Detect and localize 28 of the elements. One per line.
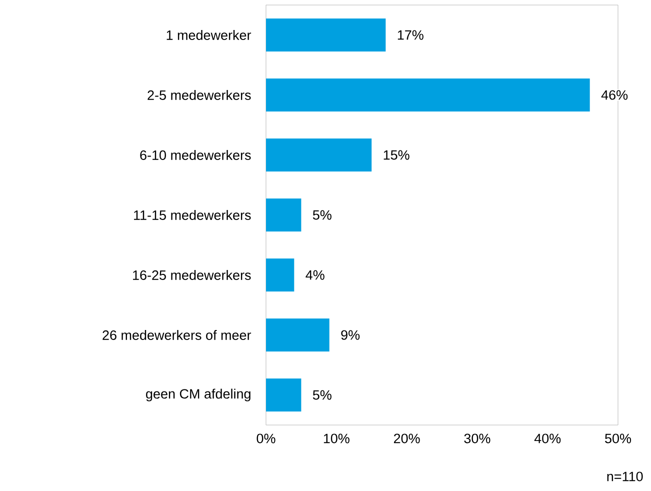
data-label: 5% xyxy=(312,390,332,400)
y-tick-label: 26 medewerkers of meer xyxy=(102,330,252,340)
bar xyxy=(266,318,330,352)
y-tick-label: 6-10 medewerkers xyxy=(140,150,251,160)
x-tick-label: 30% xyxy=(464,434,490,444)
x-tick-label: 50% xyxy=(605,434,632,444)
data-label: 46% xyxy=(601,90,628,100)
text: n=110 xyxy=(607,472,643,482)
x-tick-label: 20% xyxy=(394,434,420,444)
y-tick-label: geen CM afdeling xyxy=(146,388,250,402)
y-tick-label: 2-5 medewerkers xyxy=(148,90,251,100)
y-tick-label: 11-15 medewerkers xyxy=(134,210,251,220)
y-tick-label: 16-25 medewerkers xyxy=(133,270,251,280)
x-tick-label: 10% xyxy=(324,434,350,444)
data-label: 4% xyxy=(306,270,324,280)
bar xyxy=(266,258,294,292)
x-tick-label: 40% xyxy=(534,434,561,444)
data-label: 17% xyxy=(398,30,424,40)
x-tick-label: 0% xyxy=(256,434,276,444)
bar xyxy=(266,18,386,52)
bar xyxy=(266,138,372,172)
data-label: 9% xyxy=(341,330,360,340)
data-label: 5% xyxy=(312,210,332,220)
bar xyxy=(266,378,302,412)
y-tick-label: 1 medewerker xyxy=(166,30,252,40)
bar xyxy=(266,78,590,112)
data-label: 15% xyxy=(384,150,410,160)
bar xyxy=(266,198,302,232)
